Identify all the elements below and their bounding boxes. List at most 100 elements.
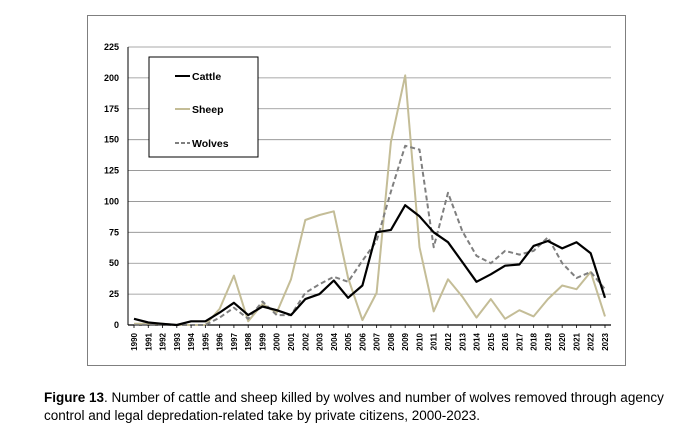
- y-tick-label: 175: [104, 104, 119, 114]
- data-point-sheep: [575, 288, 577, 290]
- data-point-sheep: [247, 320, 249, 322]
- data-point-sheep: [390, 141, 392, 143]
- data-point-cattle: [204, 320, 206, 322]
- data-point-wolves: [533, 250, 535, 252]
- x-tick-label: 1994: [187, 332, 196, 350]
- data-point-wolves: [276, 314, 278, 316]
- data-point-cattle: [162, 323, 164, 325]
- data-point-sheep: [233, 275, 235, 277]
- data-point-cattle: [361, 284, 363, 286]
- data-point-cattle: [347, 297, 349, 299]
- data-point-sheep: [461, 296, 463, 298]
- x-tick-label: 1992: [159, 332, 168, 350]
- x-tick-label: 1991: [144, 332, 153, 350]
- x-tick-label: 1990: [130, 332, 139, 350]
- data-point-wolves: [418, 149, 420, 151]
- data-point-wolves: [219, 317, 221, 319]
- data-point-cattle: [190, 320, 192, 322]
- x-tick-label: 2017: [515, 332, 524, 350]
- data-point-cattle: [490, 273, 492, 275]
- data-point-sheep: [219, 308, 221, 310]
- y-tick-label: 125: [104, 166, 119, 176]
- x-tick-label: 2010: [415, 332, 424, 350]
- data-point-wolves: [433, 246, 435, 248]
- data-point-cattle: [247, 314, 249, 316]
- data-point-sheep: [447, 278, 449, 280]
- data-point-sheep: [347, 277, 349, 279]
- data-point-cattle: [133, 318, 135, 320]
- x-tick-label: 2013: [458, 332, 467, 350]
- x-tick-label: 1995: [201, 332, 210, 350]
- data-point-cattle: [304, 298, 306, 300]
- x-tick-label: 2008: [387, 332, 396, 350]
- data-point-sheep: [333, 210, 335, 212]
- x-tick-label: 2000: [273, 332, 282, 350]
- series-line-wolves: [134, 144, 606, 326]
- x-tick-label: 2002: [301, 332, 310, 350]
- data-point-cattle: [504, 265, 506, 267]
- chart-frame: [87, 15, 626, 366]
- y-tick-label: 225: [104, 42, 119, 52]
- data-point-sheep: [604, 315, 606, 317]
- data-point-cattle: [390, 229, 392, 231]
- data-point-wolves: [247, 318, 249, 320]
- x-tick-label: 2006: [358, 332, 367, 350]
- x-tick-label: 2020: [558, 332, 567, 350]
- x-tick-label: 2021: [572, 332, 581, 350]
- x-tick-label: 1998: [244, 332, 253, 350]
- y-tick-label: 200: [104, 73, 119, 83]
- data-point-sheep: [319, 214, 321, 216]
- data-point-wolves: [547, 236, 549, 238]
- data-point-cattle: [476, 281, 478, 283]
- data-point-cattle: [561, 247, 563, 249]
- legend-label-sheep: Sheep: [192, 104, 224, 116]
- data-point-cattle: [433, 231, 435, 233]
- data-point-cattle: [518, 263, 520, 265]
- x-tick-label: 2023: [601, 332, 610, 350]
- legend-box: [148, 56, 259, 158]
- x-tick-label: 2001: [287, 332, 296, 350]
- data-point-wolves: [233, 307, 235, 309]
- data-point-cattle: [575, 241, 577, 243]
- data-point-cattle: [219, 312, 221, 314]
- data-point-wolves: [447, 192, 449, 194]
- data-point-sheep: [490, 298, 492, 300]
- y-tick-label: 50: [109, 258, 119, 268]
- data-point-sheep: [547, 298, 549, 300]
- data-point-wolves: [319, 283, 321, 285]
- data-point-sheep: [433, 310, 435, 312]
- data-point-cattle: [418, 215, 420, 217]
- data-point-cattle: [233, 302, 235, 304]
- x-tick-label: 2015: [487, 332, 496, 350]
- data-point-sheep: [304, 219, 306, 221]
- x-tick-label: 2014: [473, 332, 482, 350]
- x-tick-label: 2009: [401, 332, 410, 350]
- y-tick-label: 150: [104, 135, 119, 145]
- x-tick-label: 2003: [316, 332, 325, 350]
- x-tick-label: 2007: [373, 332, 382, 350]
- x-tick-label: 1996: [216, 332, 225, 350]
- x-tick-label: 2016: [501, 332, 510, 350]
- data-point-wolves: [561, 262, 563, 264]
- data-point-sheep: [361, 319, 363, 321]
- data-point-sheep: [561, 284, 563, 286]
- data-point-wolves: [504, 250, 506, 252]
- data-point-sheep: [290, 278, 292, 280]
- data-point-cattle: [590, 252, 592, 254]
- data-point-wolves: [590, 271, 592, 273]
- x-tick-label: 2018: [530, 332, 539, 350]
- data-point-wolves: [347, 281, 349, 283]
- x-tick-label: 2012: [444, 332, 453, 350]
- data-point-sheep: [404, 74, 406, 76]
- data-point-sheep: [504, 318, 506, 320]
- y-tick-label: 100: [104, 196, 119, 206]
- data-point-wolves: [476, 255, 478, 257]
- data-point-wolves: [404, 145, 406, 147]
- data-point-cattle: [533, 245, 535, 247]
- data-point-wolves: [261, 301, 263, 303]
- data-point-wolves: [575, 277, 577, 279]
- data-point-cattle: [276, 309, 278, 311]
- data-point-cattle: [261, 305, 263, 307]
- data-point-cattle: [404, 204, 406, 206]
- data-point-wolves: [333, 276, 335, 278]
